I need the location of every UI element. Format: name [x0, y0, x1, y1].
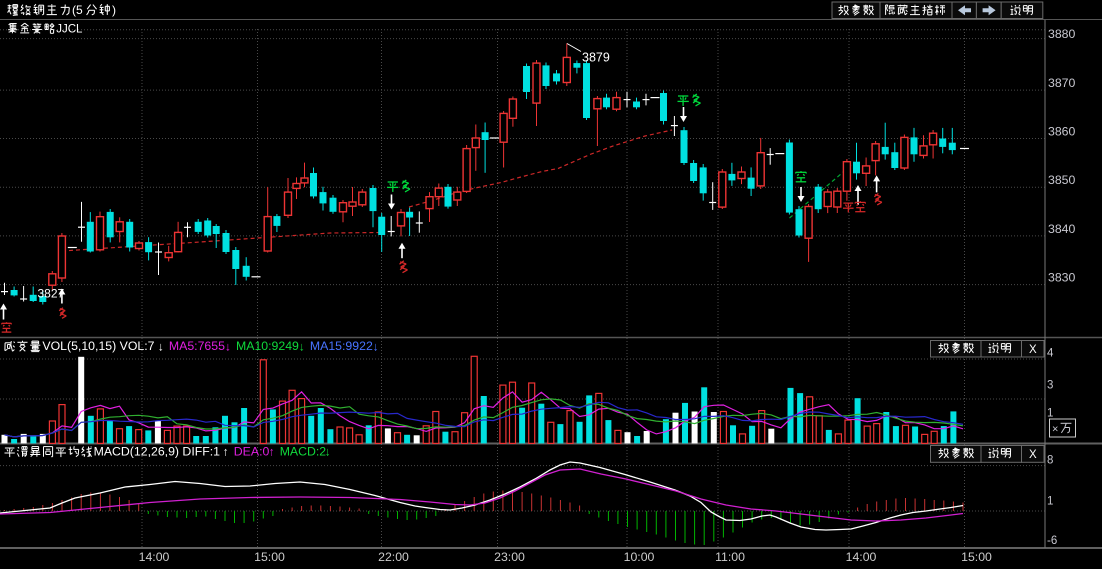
svg-text:3830: 3830: [1048, 271, 1076, 285]
svg-text:MA5:7655: MA5:7655: [169, 339, 225, 353]
svg-text:3879: 3879: [582, 51, 610, 65]
svg-text:↓: ↓: [325, 445, 331, 459]
svg-text:3840: 3840: [1048, 222, 1076, 236]
svg-text:10:00: 10:00: [624, 550, 655, 564]
svg-text:X: X: [1029, 344, 1037, 356]
svg-text:15:00: 15:00: [254, 550, 285, 564]
svg-text:JJCL: JJCL: [56, 23, 83, 35]
svg-text:1: 1: [1047, 408, 1053, 420]
svg-text:X: X: [1029, 449, 1037, 461]
svg-text:×: ×: [1052, 424, 1058, 436]
svg-text:↓: ↓: [299, 340, 305, 354]
svg-text:14:00: 14:00: [846, 550, 877, 564]
svg-text:3850: 3850: [1048, 173, 1076, 187]
svg-text:-6: -6: [1047, 535, 1057, 547]
svg-text:MACD:2: MACD:2: [280, 445, 327, 459]
svg-text:4: 4: [1047, 348, 1054, 360]
svg-text:↓: ↓: [225, 340, 231, 354]
svg-text:DEA:0: DEA:0: [234, 445, 270, 459]
svg-text:3870: 3870: [1048, 76, 1076, 90]
svg-text:↑: ↑: [223, 445, 229, 459]
svg-text:14:00: 14:00: [139, 550, 170, 564]
svg-text:15:00: 15:00: [961, 550, 992, 564]
svg-text:↓: ↓: [158, 340, 164, 354]
svg-text:MA15:9922: MA15:9922: [310, 339, 373, 353]
svg-text:8: 8: [1047, 454, 1053, 466]
svg-text:MA10:9249: MA10:9249: [236, 339, 299, 353]
svg-text:MACD(12,26,9) DIFF:1: MACD(12,26,9) DIFF:1: [94, 445, 221, 459]
svg-text:3827: 3827: [38, 287, 65, 301]
svg-text:1: 1: [1047, 495, 1053, 507]
svg-text:↑: ↑: [269, 445, 275, 459]
svg-text:22:00: 22:00: [378, 550, 409, 564]
svg-text:VOL(5,10,15) VOL:7: VOL(5,10,15) VOL:7: [42, 339, 154, 353]
svg-text:↓: ↓: [373, 340, 379, 354]
svg-text:): ): [112, 3, 116, 17]
svg-text:3: 3: [1047, 379, 1053, 391]
svg-text:11:00: 11:00: [715, 550, 745, 564]
svg-text:3860: 3860: [1048, 125, 1076, 139]
svg-text:3880: 3880: [1048, 27, 1076, 41]
svg-text:23:00: 23:00: [494, 550, 525, 564]
svg-text:(5: (5: [72, 3, 83, 17]
